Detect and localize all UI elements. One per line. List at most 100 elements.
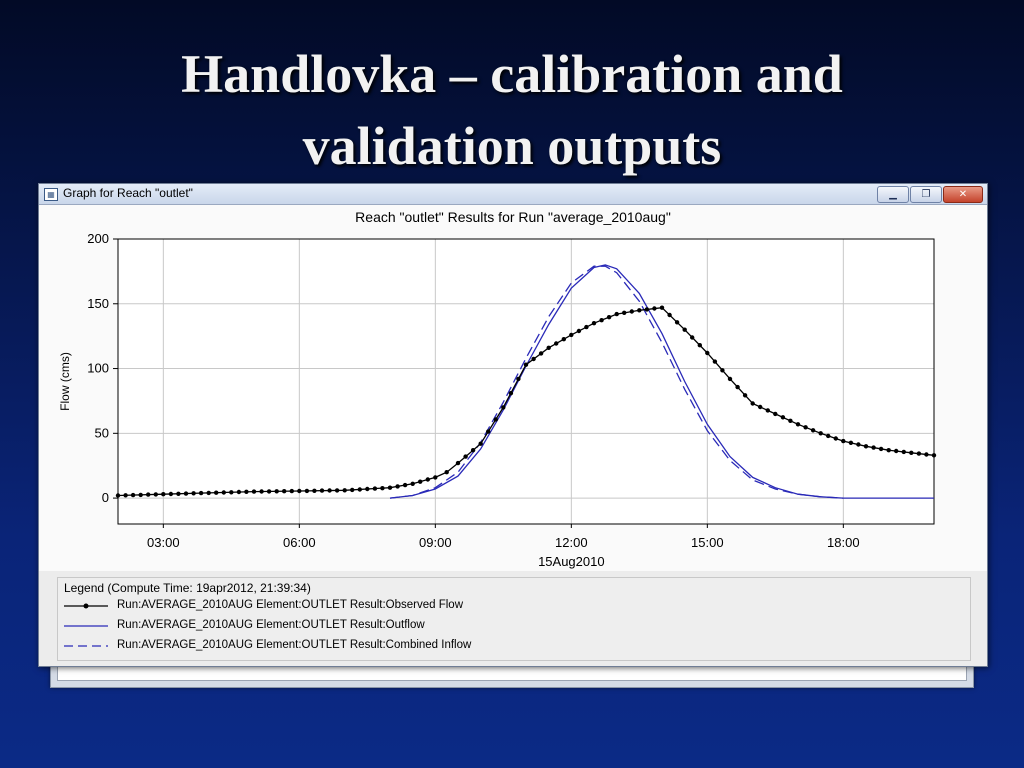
observed-flow-point <box>901 449 906 455</box>
x-tick-label: 12:00 <box>555 535 588 550</box>
minimize-icon[interactable]: ▁ <box>877 186 909 203</box>
observed-flow-point <box>493 417 498 422</box>
observed-flow-point <box>478 441 483 446</box>
observed-flow-point <box>523 362 529 367</box>
observed-flow-point <box>538 351 544 356</box>
observed-flow-point <box>878 446 884 452</box>
flow-chart: 03:00 06:00 09:00 12:00 15:00 18:00 0 50 100 150 2… <box>58 231 937 569</box>
observed-flow-point <box>372 486 378 491</box>
observed-flow-point <box>463 454 468 459</box>
observed-flow-point <box>637 308 642 313</box>
graph-window-icon: ▦ <box>44 188 58 201</box>
observed-flow-point <box>916 451 922 456</box>
plot-frame <box>117 238 935 525</box>
observed-flow-point <box>402 482 408 488</box>
observed-flow-point <box>198 490 204 496</box>
observed-flow-point <box>758 404 763 410</box>
chart-area: Reach "outlet" Results for Run "average_… <box>39 205 987 571</box>
observed-flow-point <box>214 490 219 495</box>
observed-flow-point <box>266 489 272 494</box>
observed-flow-point <box>894 448 899 454</box>
observed-flow-point <box>486 429 491 434</box>
observed-flow-point <box>319 488 325 493</box>
observed-flow-point <box>516 376 521 382</box>
observed-flow-point <box>470 448 476 453</box>
x-tick-label: 09:00 <box>419 535 452 550</box>
y-axis-label: Flow (cms) <box>58 352 72 411</box>
observed-flow-point <box>297 488 302 494</box>
maximize-icon[interactable]: ❐ <box>910 186 942 203</box>
observed-flow-point <box>735 384 740 390</box>
combined-inflow-line <box>389 265 844 499</box>
y-tick-label: 100 <box>87 361 109 376</box>
observed-flow-point <box>674 320 680 325</box>
window-titlebar[interactable]: ▦ Graph for Reach "outlet" ▁ ❐ ✕ <box>39 184 987 205</box>
observed-flow-point <box>146 492 151 497</box>
close-icon[interactable]: ✕ <box>943 186 983 203</box>
observed-flow-point <box>115 493 121 498</box>
observed-flow-point <box>848 440 854 445</box>
legend-label-observed: Run:AVERAGE_2010AUG Element:OUTLET Resul… <box>117 599 463 611</box>
observed-flow-point <box>765 408 770 413</box>
legend-item-outflow: Run:AVERAGE_2010AUG Element:OUTLET Resul… <box>62 618 962 634</box>
observed-flow-point <box>886 448 891 453</box>
y-tick-label: 200 <box>87 231 109 246</box>
observed-flow-point <box>387 485 393 490</box>
observed-flow-point <box>667 312 672 318</box>
observed-flow-point <box>546 345 551 350</box>
observed-flow-point <box>138 492 143 498</box>
chart-title: Reach "outlet" Results for Run "average_… <box>355 209 671 225</box>
x-axis-label: 15Aug2010 <box>538 554 605 569</box>
legend-item-inflow: Run:AVERAGE_2010AUG Element:OUTLET Resul… <box>62 638 962 654</box>
observed-flow-point <box>251 489 257 494</box>
observed-flow-point <box>395 484 400 489</box>
observed-flow-point <box>720 368 725 373</box>
observed-flow-point <box>622 310 627 315</box>
observed-flow-point <box>342 488 347 493</box>
observed-flow-point <box>584 324 589 330</box>
observed-flow-point <box>191 491 196 496</box>
legend-label-inflow: Run:AVERAGE_2010AUG Element:OUTLET Resul… <box>117 639 472 651</box>
observed-flow-point <box>425 477 430 482</box>
observed-flow-point <box>334 488 340 493</box>
observed-flow-point <box>909 450 914 455</box>
outflow-swatch-icon <box>64 625 108 627</box>
x-tick-label: 06:00 <box>283 535 316 550</box>
observed-flow-point <box>788 418 793 423</box>
x-tick-label: 15:00 <box>691 535 724 550</box>
observed-flow-swatch-icon <box>64 603 108 609</box>
observed-flow-point <box>153 492 158 497</box>
observed-flow-point <box>554 341 559 346</box>
observed-flow-point <box>161 492 166 497</box>
observed-flow-point <box>576 328 582 334</box>
observed-flow-point <box>350 487 355 493</box>
legend-item-observed: Run:AVERAGE_2010AUG Element:OUTLET Resul… <box>62 598 962 614</box>
observed-flow-point <box>652 306 657 311</box>
observed-flow-point <box>569 332 574 338</box>
observed-flow-point <box>455 460 461 466</box>
observed-flow-point <box>606 315 612 320</box>
x-tick-label: 18:00 <box>827 535 860 550</box>
graph-window[interactable]: ▦ Graph for Reach "outlet" ▁ ❐ ✕ Reach "… <box>38 183 988 667</box>
plot-background <box>118 239 934 524</box>
observed-flow-point <box>780 415 786 420</box>
observed-flow-point <box>236 489 242 495</box>
legend: Legend (Compute Time: 19apr2012, 21:39:3… <box>57 577 971 661</box>
observed-flow-point <box>410 481 415 486</box>
observed-flow-point <box>327 488 332 493</box>
observed-flow-point <box>176 491 181 496</box>
observed-flow-point <box>561 337 566 342</box>
observed-flow-point <box>274 489 279 494</box>
legend-title: Legend (Compute Time: 19apr2012, 21:39:3… <box>64 581 311 595</box>
legend-label-outflow: Run:AVERAGE_2010AUG Element:OUTLET Resul… <box>117 619 425 631</box>
observed-flow-point <box>826 433 831 439</box>
observed-flow-point <box>444 470 449 475</box>
observed-flow-point <box>206 490 211 496</box>
x-tick-label: 03:00 <box>147 535 180 550</box>
observed-flow-point <box>690 335 695 340</box>
observed-flow-point <box>742 393 748 398</box>
observed-flow-point <box>183 491 189 496</box>
observed-flow-point <box>282 489 287 494</box>
slide-title: Handlovka – calibration and validation o… <box>0 38 1024 182</box>
observed-flow-point <box>357 487 362 492</box>
